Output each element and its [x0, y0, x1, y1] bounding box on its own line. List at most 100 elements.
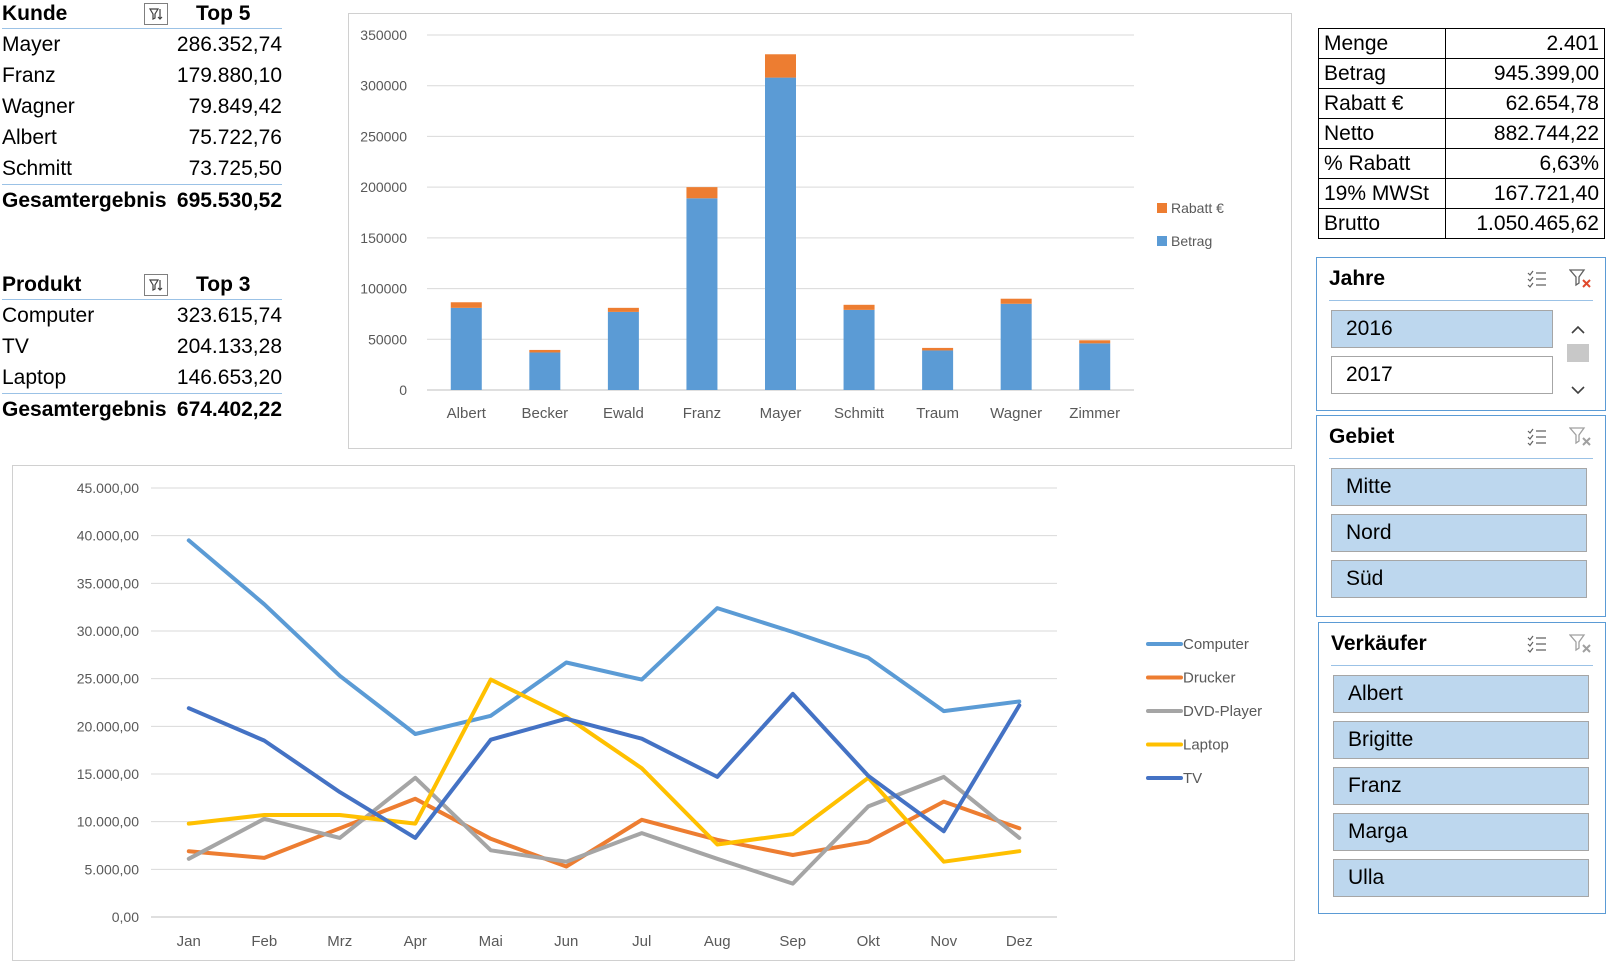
slicer-item-mitte[interactable]: Mitte: [1331, 468, 1587, 506]
slicer-title: Verkäufer: [1331, 632, 1427, 655]
y-tick-label: 100000: [360, 281, 407, 297]
produkt-total-value: 674.402,22: [176, 397, 282, 421]
row-label: TV: [2, 334, 29, 358]
bar-rabatt: [922, 347, 954, 351]
summary-value: 62.654,78: [1445, 88, 1605, 119]
bar-rabatt: [686, 187, 718, 199]
x-tick-label: Mayer: [760, 405, 802, 422]
summary-value: 167.721,40: [1445, 178, 1605, 209]
bar-betrag: [450, 307, 482, 390]
x-tick-label: Nov: [930, 933, 957, 950]
series-line-dvdplayer: [186, 774, 1022, 886]
x-tick-label: Jun: [554, 933, 578, 950]
slicer-item-marga[interactable]: Marga: [1333, 813, 1589, 851]
x-tick-label: Jul: [632, 933, 651, 950]
slicer-item-ulla[interactable]: Ulla: [1333, 859, 1589, 897]
slicer-header: Verkäufer: [1331, 623, 1593, 666]
summary-label: Rabatt €: [1318, 88, 1446, 119]
legend-swatch: [1157, 236, 1167, 246]
bar-betrag: [765, 77, 796, 390]
y-tick-label: 150000: [360, 230, 407, 246]
y-tick-label: 25.000,00: [77, 671, 139, 687]
table-row: Franz 179.880,10: [2, 60, 282, 91]
bar-betrag: [843, 309, 875, 390]
bar-betrag: [686, 198, 718, 390]
summary-label: Netto: [1318, 118, 1446, 149]
bar-betrag: [529, 352, 561, 390]
row-value: 286.352,74: [176, 32, 282, 56]
row-label: Franz: [2, 63, 56, 87]
y-tick-label: 250000: [360, 128, 407, 144]
x-tick-label: Zimmer: [1069, 405, 1120, 422]
row-value: 75.722,76: [188, 125, 282, 149]
clear-filter-icon[interactable]: [1569, 267, 1593, 291]
x-tick-label: Franz: [683, 405, 721, 422]
kunde-total-label: Gesamtergebnis: [2, 188, 167, 212]
slicer-gebiet: Gebiet Mitte Nord Süd: [1316, 415, 1606, 617]
summary-table: Menge 2.401 Betrag 945.399,00 Rabatt €62.654…: [1318, 28, 1605, 239]
slicer-item-nord[interactable]: Nord: [1331, 514, 1587, 552]
produkt-header-row: Produkt Top 3: [2, 271, 282, 300]
multi-select-icon[interactable]: [1525, 267, 1549, 291]
summary-row: Brutto 1.050.465,62: [1318, 208, 1605, 239]
produkt-total-row: Gesamtergebnis 674.402,22: [2, 393, 282, 425]
slicer-item-2017[interactable]: 2017: [1331, 356, 1553, 394]
x-tick-label: Mrz: [327, 933, 352, 950]
scrollbar-thumb[interactable]: [1567, 344, 1589, 362]
kunde-total-row: Gesamtergebnis 695.530,52: [2, 184, 282, 216]
kunde-pivot-table: Kunde Top 5 Mayer 286.352,74 Franz 179.880,…: [2, 0, 282, 216]
slicer-item-süd[interactable]: Süd: [1331, 560, 1587, 598]
x-tick-label: Albert: [447, 405, 487, 422]
bar-rabatt: [529, 349, 561, 353]
bar-rabatt: [607, 307, 639, 312]
multi-select-icon[interactable]: [1525, 425, 1549, 449]
customer-bar-chart[interactable]: 0 50000 100000 150000 200000 250000 300000 3500…: [348, 13, 1292, 449]
y-tick-label: 5.000,00: [85, 861, 140, 877]
x-tick-label: Schmitt: [834, 405, 885, 422]
legend-label: TV: [1183, 770, 1202, 787]
y-tick-label: 30.000,00: [77, 623, 139, 639]
bar-rabatt: [843, 304, 875, 310]
bar-chart-canvas: 0 50000 100000 150000 200000 250000 300000 3500…: [360, 27, 1224, 422]
summary-row: Netto 882.744,22: [1318, 118, 1605, 149]
row-value: 179.880,10: [176, 63, 282, 87]
kunde-total-value: 695.530,52: [176, 188, 282, 212]
x-tick-label: Traum: [916, 405, 959, 422]
monthly-line-chart[interactable]: 0,00 5.000,00 10.000,00 15.000,00 20.000,00 2…: [12, 465, 1295, 961]
table-row: Wagner 79.849,42: [2, 91, 282, 122]
row-label: Wagner: [2, 94, 75, 118]
multi-select-icon[interactable]: [1525, 632, 1549, 656]
kunde-header-row: Kunde Top 5: [2, 0, 282, 29]
row-label: Computer: [2, 303, 95, 327]
series-line-laptop: [186, 677, 1022, 864]
slicer-scrollbar[interactable]: [1565, 318, 1591, 408]
bar-betrag: [922, 350, 954, 390]
slicer-item-albert[interactable]: Albert: [1333, 675, 1589, 713]
summary-label: Brutto: [1318, 208, 1446, 239]
slicer-item-brigitte[interactable]: Brigitte: [1333, 721, 1589, 759]
x-tick-label: Becker: [521, 405, 568, 422]
clear-filter-icon[interactable]: [1569, 425, 1593, 449]
kunde-top-label: Top 5: [196, 2, 251, 25]
summary-row: 19% MWSt 167.721,40: [1318, 178, 1605, 209]
y-tick-label: 15.000,00: [77, 766, 139, 782]
sort-filter-icon[interactable]: [144, 3, 168, 25]
table-row: Laptop 146.653,20: [2, 362, 282, 393]
clear-filter-icon[interactable]: [1569, 632, 1593, 656]
sort-filter-icon[interactable]: [144, 274, 168, 296]
slicer-item-franz[interactable]: Franz: [1333, 767, 1589, 805]
bar-betrag: [1000, 303, 1032, 390]
slicer-item-2016[interactable]: 2016: [1331, 310, 1553, 348]
row-label: Mayer: [2, 32, 61, 56]
y-tick-label: 35.000,00: [77, 575, 139, 591]
y-tick-label: 0: [399, 382, 407, 398]
chevron-up-icon[interactable]: [1570, 322, 1586, 340]
x-tick-label: Feb: [251, 933, 277, 950]
summary-value: 945.399,00: [1445, 58, 1605, 89]
y-tick-label: 45.000,00: [77, 480, 139, 496]
slicer-jahre: Jahre 2016 2017: [1316, 257, 1606, 411]
summary-label: Betrag: [1318, 58, 1446, 89]
y-tick-label: 350000: [360, 27, 407, 43]
bar-rabatt: [450, 302, 482, 308]
chevron-down-icon[interactable]: [1570, 382, 1586, 400]
